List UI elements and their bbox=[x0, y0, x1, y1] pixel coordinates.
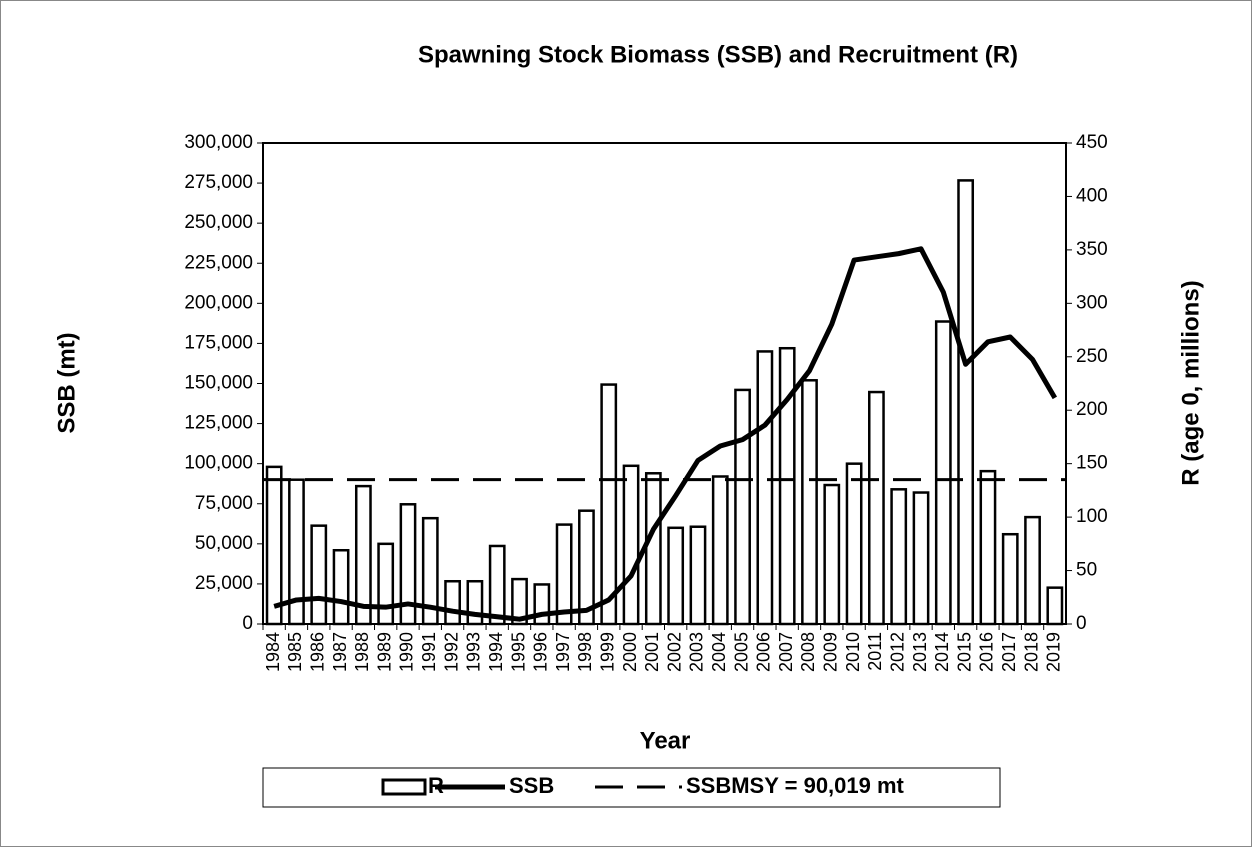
y2-tick-label: 350 bbox=[1076, 239, 1108, 260]
y-tick-label: 175,000 bbox=[184, 332, 253, 353]
x-tick-label: 1991 bbox=[419, 632, 439, 672]
bar bbox=[890, 488, 908, 626]
x-tick-label: 2013 bbox=[910, 632, 930, 672]
x-tick-label: 2018 bbox=[1021, 632, 1041, 672]
bar bbox=[934, 320, 952, 626]
bar bbox=[377, 542, 395, 626]
bar bbox=[734, 388, 751, 626]
y-tick-label: 100,000 bbox=[184, 453, 253, 474]
bar bbox=[265, 465, 283, 626]
y2-tick-label: 50 bbox=[1076, 560, 1097, 581]
y2-tick-label: 400 bbox=[1076, 185, 1108, 206]
x-tick-label: 1985 bbox=[285, 632, 305, 672]
bar bbox=[644, 472, 662, 626]
y2-axis-title: R (age 0, millions) bbox=[1177, 280, 1204, 485]
bar bbox=[711, 475, 729, 626]
y-tick-label: 25,000 bbox=[195, 573, 253, 594]
bar bbox=[868, 390, 885, 626]
x-tick-label: 2010 bbox=[843, 632, 863, 672]
y-tick-label: 225,000 bbox=[184, 252, 253, 273]
x-tick-label: 1984 bbox=[263, 632, 283, 672]
y2-tick-label: 100 bbox=[1076, 506, 1108, 527]
bar bbox=[823, 483, 841, 626]
x-tick-label: 1999 bbox=[597, 632, 617, 672]
y2-tick-label: 450 bbox=[1076, 132, 1108, 153]
bar bbox=[622, 464, 640, 626]
x-tick-label: 1997 bbox=[553, 632, 573, 672]
x-tick-label: 2008 bbox=[798, 632, 818, 672]
x-tick-label: 2007 bbox=[776, 632, 796, 672]
bar bbox=[801, 379, 818, 626]
bar bbox=[555, 523, 573, 626]
y-tick-label: 125,000 bbox=[184, 413, 253, 434]
bar bbox=[444, 579, 461, 626]
x-tick-label: 1993 bbox=[464, 632, 484, 672]
x-tick-label: 2011 bbox=[865, 632, 885, 671]
x-tick-label: 2016 bbox=[977, 632, 997, 672]
legend-label: SSB bbox=[509, 773, 554, 798]
x-tick-label: 2009 bbox=[821, 632, 841, 672]
bar bbox=[488, 544, 506, 626]
bar bbox=[600, 383, 618, 626]
x-tick-label: 1996 bbox=[531, 632, 551, 672]
bar bbox=[1046, 586, 1064, 626]
x-tick-label: 2004 bbox=[709, 632, 729, 672]
bar bbox=[979, 469, 997, 626]
bar bbox=[1024, 515, 1041, 626]
x-tick-label: 1992 bbox=[441, 632, 461, 672]
bar bbox=[756, 350, 774, 626]
y2-tick-label: 150 bbox=[1076, 453, 1108, 474]
x-tick-label: 2014 bbox=[932, 632, 952, 672]
line bbox=[273, 246, 1058, 622]
x-tick-label: 2001 bbox=[642, 632, 662, 672]
x-tick-label: 2005 bbox=[731, 632, 751, 672]
chart-title: Spawning Stock Biomass (SSB) and Recruit… bbox=[418, 41, 1018, 68]
x-tick-label: 2006 bbox=[754, 632, 774, 672]
x-tick-label: 2015 bbox=[954, 632, 974, 672]
x-tick-label: 2000 bbox=[620, 632, 640, 672]
y-tick-label: 50,000 bbox=[195, 533, 253, 554]
legend-swatch bbox=[381, 778, 427, 796]
x-tick-label: 1990 bbox=[397, 632, 417, 672]
bar bbox=[912, 491, 930, 626]
bar bbox=[845, 462, 863, 626]
x-tick-label: 1988 bbox=[352, 632, 372, 672]
bar bbox=[667, 526, 685, 626]
legend-label: SSBMSY = 90,019 mt bbox=[686, 773, 905, 798]
bar bbox=[1001, 532, 1019, 626]
x-tick-label: 1987 bbox=[330, 632, 350, 672]
y-tick-label: 250,000 bbox=[184, 212, 253, 233]
y2-tick-label: 200 bbox=[1076, 399, 1108, 420]
x-tick-label: 2012 bbox=[887, 632, 907, 672]
x-tick-label: 2002 bbox=[664, 632, 684, 672]
y2-tick-label: 250 bbox=[1076, 346, 1108, 367]
y-tick-label: 75,000 bbox=[195, 493, 253, 514]
x-tick-label: 2019 bbox=[1044, 632, 1064, 672]
y-tick-label: 150,000 bbox=[184, 373, 253, 394]
bar bbox=[310, 524, 328, 626]
y-tick-label: 0 bbox=[242, 613, 253, 634]
y2-tick-label: 0 bbox=[1076, 613, 1087, 634]
plot-frame bbox=[262, 142, 1067, 625]
y-tick-label: 300,000 bbox=[184, 132, 253, 153]
x-tick-label: 2003 bbox=[687, 632, 707, 672]
y-tick-label: 275,000 bbox=[184, 172, 253, 193]
bar bbox=[466, 579, 484, 626]
x-tick-label: 1989 bbox=[374, 632, 394, 672]
x-tick-label: 1998 bbox=[575, 632, 595, 672]
y-tick-label: 200,000 bbox=[184, 292, 253, 313]
bar bbox=[332, 548, 350, 626]
bar bbox=[533, 583, 551, 626]
x-tick-label: 1994 bbox=[486, 632, 506, 672]
bar bbox=[689, 525, 707, 626]
x-tick-label: 1995 bbox=[508, 632, 528, 672]
x-axis-title: Year bbox=[640, 727, 691, 754]
bar bbox=[957, 179, 975, 626]
x-tick-label: 1986 bbox=[308, 632, 328, 672]
x-tick-label: 2017 bbox=[999, 632, 1019, 672]
y2-tick-label: 300 bbox=[1076, 292, 1108, 313]
y-axis-title: SSB (mt) bbox=[53, 332, 80, 433]
